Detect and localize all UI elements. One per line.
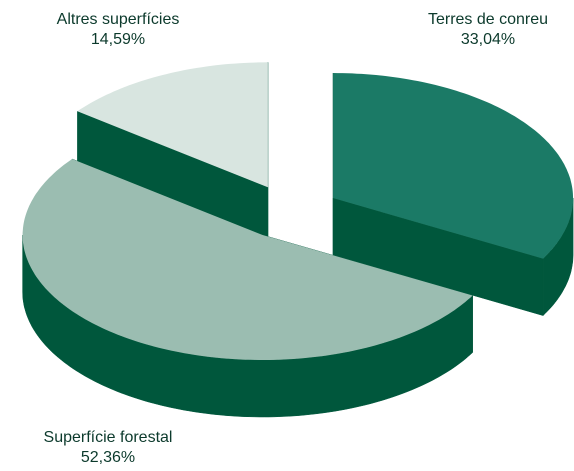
- slice-value-label: 52,36%: [81, 449, 135, 466]
- slice-value-label: 14,59%: [91, 31, 145, 48]
- slice-label: Terres de conreu: [428, 11, 548, 28]
- slice: [333, 73, 574, 259]
- slice-label: Superfície forestal: [44, 429, 173, 446]
- slice: [77, 62, 268, 188]
- slice: [22, 159, 473, 360]
- slice-label: Altres superfícies: [57, 11, 180, 28]
- slice-value-label: 33,04%: [461, 31, 515, 48]
- slice-wall: [542, 197, 574, 317]
- slice-wall: [22, 234, 473, 418]
